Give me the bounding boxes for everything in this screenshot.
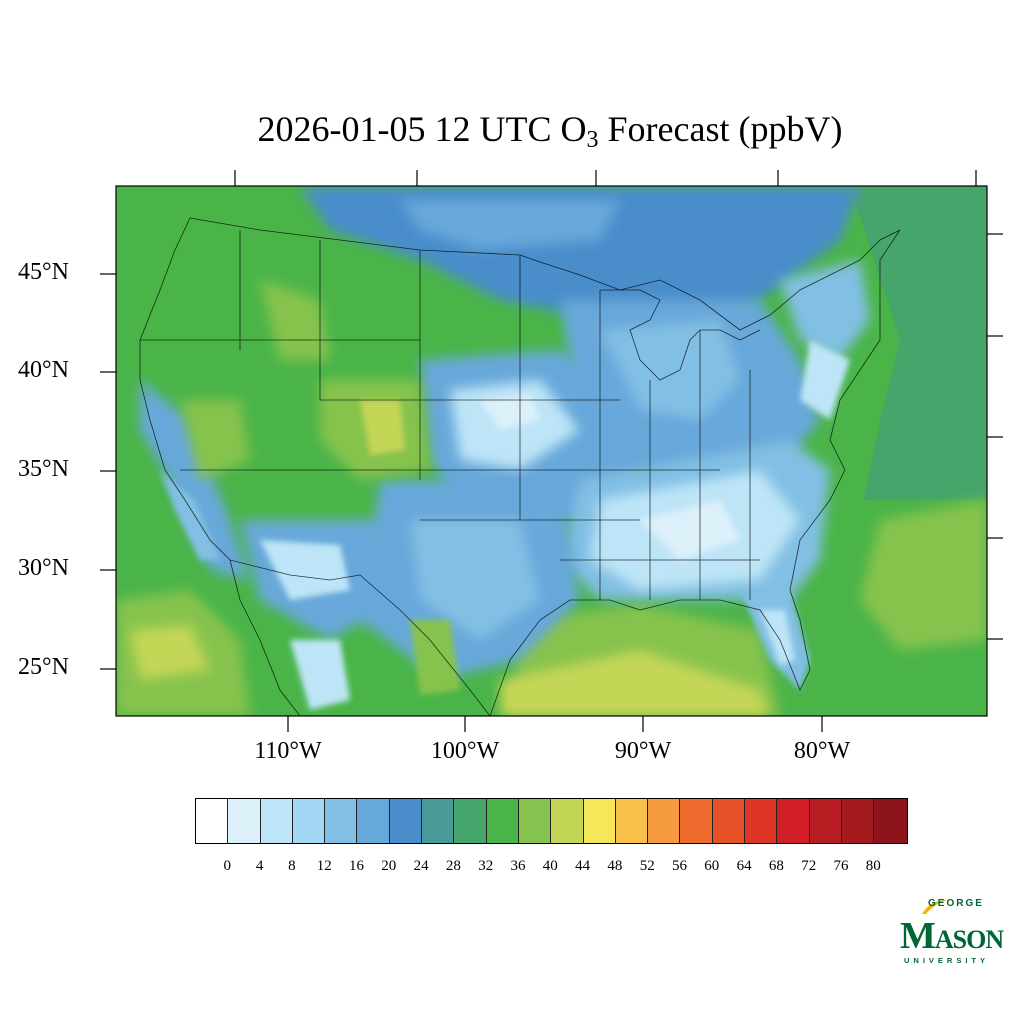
colorbar-cell-5 — [357, 799, 390, 843]
colorbar-tick-label: 72 — [801, 858, 817, 874]
colorbar-tick-label: 32 — [478, 858, 494, 874]
colorbar-tick-label: 24 — [413, 858, 429, 874]
lon-label-90w: 90°W — [614, 738, 672, 764]
colorbar-tick-label: 64 — [736, 858, 752, 874]
lat-label-25n: 25°N — [18, 654, 69, 680]
colorbar-cell-18 — [777, 799, 810, 843]
colorbar-cell-8 — [454, 799, 487, 843]
george-mason-logo: GEORGE MASON UNIVERSITY — [898, 898, 1008, 973]
colorbar-tick-label: 4 — [255, 858, 264, 874]
boundary-lines — [139, 217, 901, 716]
logo-mason-text: MASON — [900, 915, 1004, 957]
colorbar-cell-10 — [518, 799, 552, 843]
colorbar-cell-13 — [615, 799, 649, 843]
colorbar-tick-label: 12 — [316, 858, 332, 874]
colorbar-tick-label: 52 — [639, 858, 655, 874]
colorbar-tick-label: 76 — [833, 858, 849, 874]
colorbar — [195, 798, 908, 844]
lon-label-110w: 110°W — [254, 738, 322, 764]
lon-label-100w: 100°W — [430, 738, 500, 764]
lat-label-45n: 45°N — [18, 259, 69, 285]
colorbar-tick-label: 28 — [445, 858, 461, 874]
logo-swoosh-icon — [922, 900, 948, 914]
colorbar-tick-label: 48 — [607, 858, 623, 874]
colorbar-cell-11 — [551, 799, 584, 843]
map-frame — [115, 185, 988, 717]
colorbar-cell-21 — [874, 799, 907, 843]
colorbar-cell-15 — [680, 799, 713, 843]
colorbar-cell-6 — [389, 799, 423, 843]
lat-label-40n: 40°N — [18, 357, 69, 383]
colorbar-cell-12 — [583, 799, 616, 843]
colorbar-tick-label: 36 — [510, 858, 526, 874]
colorbar-cell-3 — [292, 799, 326, 843]
colorbar-cell-9 — [486, 799, 519, 843]
colorbar-tick-label: 80 — [865, 858, 881, 874]
colorbar-tick-label: 16 — [349, 858, 364, 874]
colorbar-cell-2 — [260, 799, 293, 843]
colorbar-cell-4 — [325, 799, 358, 843]
colorbar-tick-label: 40 — [542, 858, 558, 874]
lat-label-35n: 35°N — [18, 456, 69, 482]
colorbar-tick-label: 60 — [704, 858, 720, 874]
logo-george-text: GEORGE — [928, 898, 984, 909]
lat-label-30n: 30°N — [18, 555, 69, 581]
axis-ticks — [100, 170, 1003, 732]
colorbar-cell-20 — [841, 799, 875, 843]
colorbar-cell-1 — [228, 799, 261, 843]
logo-university-text: UNIVERSITY — [904, 956, 990, 965]
ozone-field — [116, 186, 987, 716]
colorbar-cell-16 — [712, 799, 746, 843]
colorbar-cell-0 — [196, 799, 229, 843]
map-title: 2026-01-05 12 UTC O3 Forecast (ppbV) — [257, 109, 843, 153]
colorbar-tick-label: 8 — [288, 858, 296, 874]
colorbar-cell-17 — [745, 799, 778, 843]
colorbar-cell-19 — [809, 799, 842, 843]
colorbar-tick-label: 0 — [223, 858, 232, 874]
colorbar-tick-label: 68 — [768, 858, 784, 874]
colorbar-tick-label: 44 — [575, 858, 591, 874]
lon-label-80w: 80°W — [793, 738, 851, 764]
colorbar-tick-label: 20 — [381, 858, 397, 874]
colorbar-cell-14 — [648, 799, 681, 843]
colorbar-tick-label: 56 — [672, 858, 687, 874]
colorbar-cell-7 — [422, 799, 455, 843]
